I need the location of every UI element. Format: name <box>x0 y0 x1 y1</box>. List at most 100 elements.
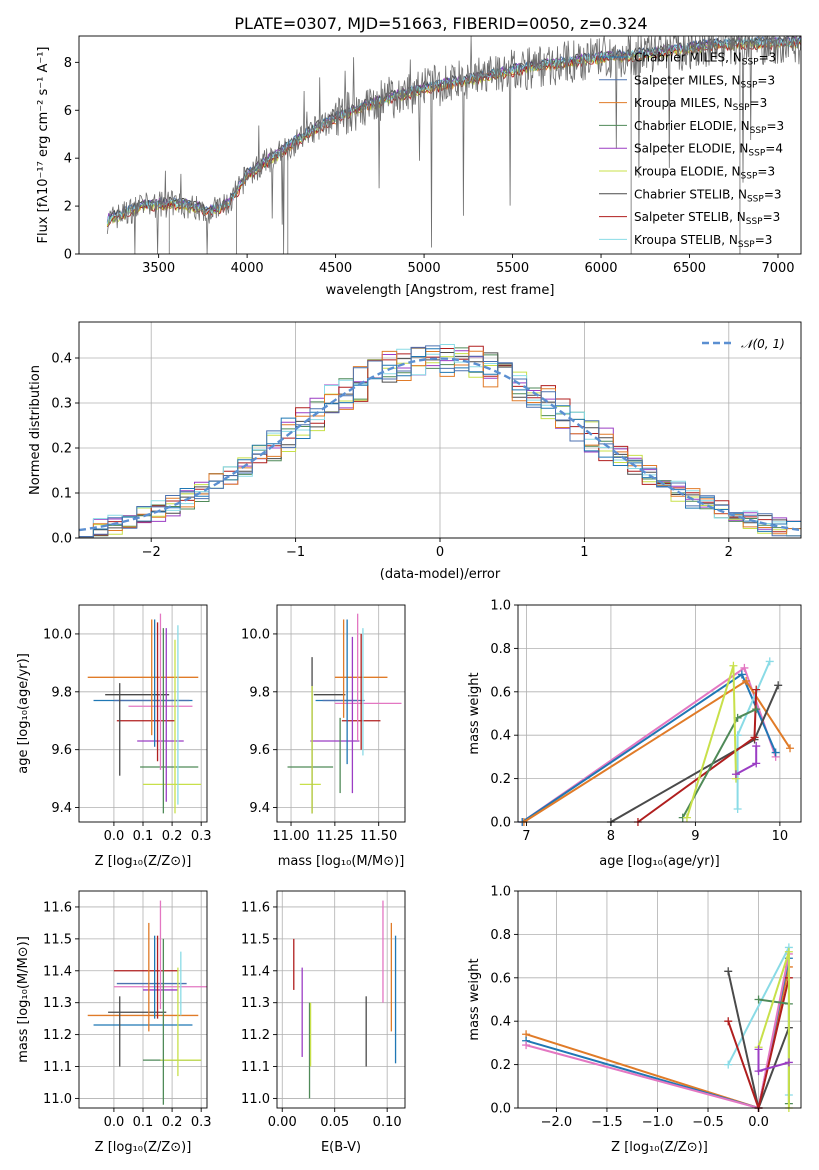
y-tick-label: 1.0 <box>490 599 511 614</box>
y-tick-label: 0.3 <box>51 397 72 412</box>
y-axis-label: mass weight <box>467 672 482 754</box>
x-tick-label: 1 <box>580 545 588 560</box>
axes-frame <box>78 35 802 255</box>
y-tick-label: 4 <box>64 152 72 167</box>
weight-point-marker <box>750 733 759 742</box>
weight-point-marker <box>682 813 691 822</box>
x-tick-label: 11.00 <box>272 829 309 844</box>
y-tick-label: 9.6 <box>249 743 270 758</box>
x-tick-label: 0.3 <box>191 829 212 844</box>
histogram-step-line <box>79 345 801 538</box>
weight-series-line <box>686 665 737 818</box>
legend-label: Chabrier MILES, NSSP=3 <box>634 51 776 68</box>
x-tick-label: 9 <box>691 829 699 844</box>
y-tick-label: 10.0 <box>241 627 270 642</box>
y-tick-label: 8 <box>64 56 72 71</box>
weight-point-marker <box>724 1017 733 1026</box>
y-tick-label: 11.1 <box>43 1060 72 1075</box>
x-axis-label: E(B-V) <box>321 1140 361 1155</box>
y-axis-label: Flux [fλ10⁻¹⁷ erg cm⁻² s⁻¹ A⁻¹] <box>36 47 51 244</box>
age-vs-metallicity-panel: 0.0 0.1 0.2 0.3 9.4 9.6 9.8 10.0 Z [log₁₀(Z/Z⊙)]… <box>16 604 212 869</box>
x-tick-label: 3500 <box>142 261 175 276</box>
x-tick-label: 5500 <box>496 261 529 276</box>
x-tick-label: 10 <box>772 829 789 844</box>
y-tick-label: 9.4 <box>51 801 72 816</box>
legend-label: Kroupa MILES, NSSP=3 <box>634 96 767 113</box>
y-tick-label: 11.0 <box>43 1092 72 1107</box>
legend-label: Salpeter ELODIE, NSSP=4 <box>634 142 783 159</box>
y-tick-label: 9.4 <box>249 801 270 816</box>
x-tick-label: 0.05 <box>320 1115 349 1130</box>
x-tick-label: 0.00 <box>268 1115 297 1130</box>
x-tick-label: −2.0 <box>541 1115 573 1130</box>
weight-point-marker <box>754 995 763 1004</box>
mass-weight-vs-age-panel: 7 8 9 10 0.0 0.2 0.4 0.6 0.8 1.0 age [log₁₀(age/yr… <box>467 599 802 869</box>
y-tick-label: 0.4 <box>51 352 72 367</box>
weight-series-line <box>523 679 791 823</box>
y-tick-label: 11.1 <box>241 1060 270 1075</box>
y-tick-label: 0.8 <box>490 642 511 657</box>
weight-point-marker <box>784 947 793 956</box>
y-tick-label: 0.0 <box>51 532 72 547</box>
legend-label: Chabrier ELODIE, NSSP=3 <box>634 119 784 136</box>
x-tick-label: −1 <box>286 545 305 560</box>
x-tick-label: 0.3 <box>191 1115 212 1130</box>
y-tick-label: 9.6 <box>51 743 72 758</box>
x-tick-label: −0.5 <box>692 1115 724 1130</box>
x-tick-label: 0.2 <box>162 1115 183 1130</box>
y-tick-label: 9.8 <box>51 685 72 700</box>
x-axis-label: Z [log₁₀(Z/Z⊙)] <box>95 1140 192 1155</box>
x-tick-label: 0.1 <box>133 1115 154 1130</box>
legend-label: Salpeter STELIB, NSSP=3 <box>634 210 780 227</box>
axes-frame <box>517 604 802 823</box>
x-tick-label: 0.2 <box>162 829 183 844</box>
y-tick-label: 10.0 <box>43 627 72 642</box>
y-tick-label: 0.8 <box>490 928 511 943</box>
x-tick-label: −1.5 <box>591 1115 623 1130</box>
legend-label: Salpeter MILES, NSSP=3 <box>634 73 775 90</box>
axes-frame <box>276 604 406 823</box>
y-tick-label: 0.1 <box>51 487 72 502</box>
weight-point-marker <box>731 770 740 779</box>
weight-point-marker <box>754 1067 763 1076</box>
weight-point-marker <box>774 681 783 690</box>
x-tick-label: 5000 <box>408 261 441 276</box>
y-tick-label: 0.2 <box>51 442 72 457</box>
y-tick-label: 11.5 <box>43 932 72 947</box>
figure-title: PLATE=0307, MJD=51663, FIBERID=0050, z=0… <box>234 14 647 33</box>
weight-point-marker <box>765 657 774 666</box>
weight-point-marker <box>752 742 761 751</box>
legend-label: Kroupa STELIB, NSSP=3 <box>634 233 772 250</box>
x-tick-label: 2 <box>725 545 733 560</box>
x-tick-label: 8 <box>607 829 615 844</box>
y-tick-label: 11.3 <box>43 996 72 1011</box>
x-tick-label: 0.0 <box>104 829 125 844</box>
observed-spectrum-line <box>106 34 802 255</box>
y-tick-label: 0.6 <box>490 971 511 986</box>
x-tick-label: 0.0 <box>748 1115 769 1130</box>
y-tick-label: 0.6 <box>490 685 511 700</box>
x-axis-label: age [log₁₀(age/yr)] <box>599 854 720 869</box>
mass-vs-extinction-panel: 0.00 0.05 0.10 11.0 11.1 11.2 11.3 11.4 11.5 11.6… <box>241 890 406 1155</box>
x-tick-label: 11.50 <box>360 829 397 844</box>
x-tick-label: 7 <box>522 829 530 844</box>
weight-point-marker <box>522 1041 531 1050</box>
mass-weight-vs-metallicity-panel: −2.0 −1.5 −1.0 −0.5 0.0 0.0 0.2 0.4 0.6 0.8 1.0 Z [… <box>467 885 802 1155</box>
y-tick-label: 11.6 <box>43 900 72 915</box>
weight-point-marker <box>724 967 733 976</box>
y-tick-label: 11.4 <box>43 964 72 979</box>
residual-histogram-panel: −2 −1 0 1 2 0.0 0.1 0.2 0.3 0.4 𝒩(0, 1) (data-model… <box>28 321 802 582</box>
weight-point-marker <box>752 685 761 694</box>
x-axis-label: mass [log₁₀(M/M⊙)] <box>278 854 405 869</box>
x-axis-label: (data-model)/error <box>380 567 501 582</box>
y-tick-label: 11.3 <box>241 996 270 1011</box>
y-tick-label: 0.0 <box>490 1102 511 1117</box>
age-vs-mass-panel: 11.00 11.25 11.50 9.4 9.6 9.8 10.0 mass [log₁₀(… <box>241 604 406 869</box>
y-tick-label: 11.0 <box>241 1092 270 1107</box>
x-tick-label: 7000 <box>761 261 794 276</box>
y-axis-label: age [log₁₀(age/yr)] <box>16 653 31 774</box>
y-tick-label: 11.2 <box>241 1028 270 1043</box>
y-tick-label: 6 <box>64 104 72 119</box>
y-tick-label: 11.5 <box>241 932 270 947</box>
mass-vs-metallicity-panel: 0.0 0.1 0.2 0.3 11.0 11.1 11.2 11.3 11.4 11.5 11.6… <box>16 890 212 1155</box>
